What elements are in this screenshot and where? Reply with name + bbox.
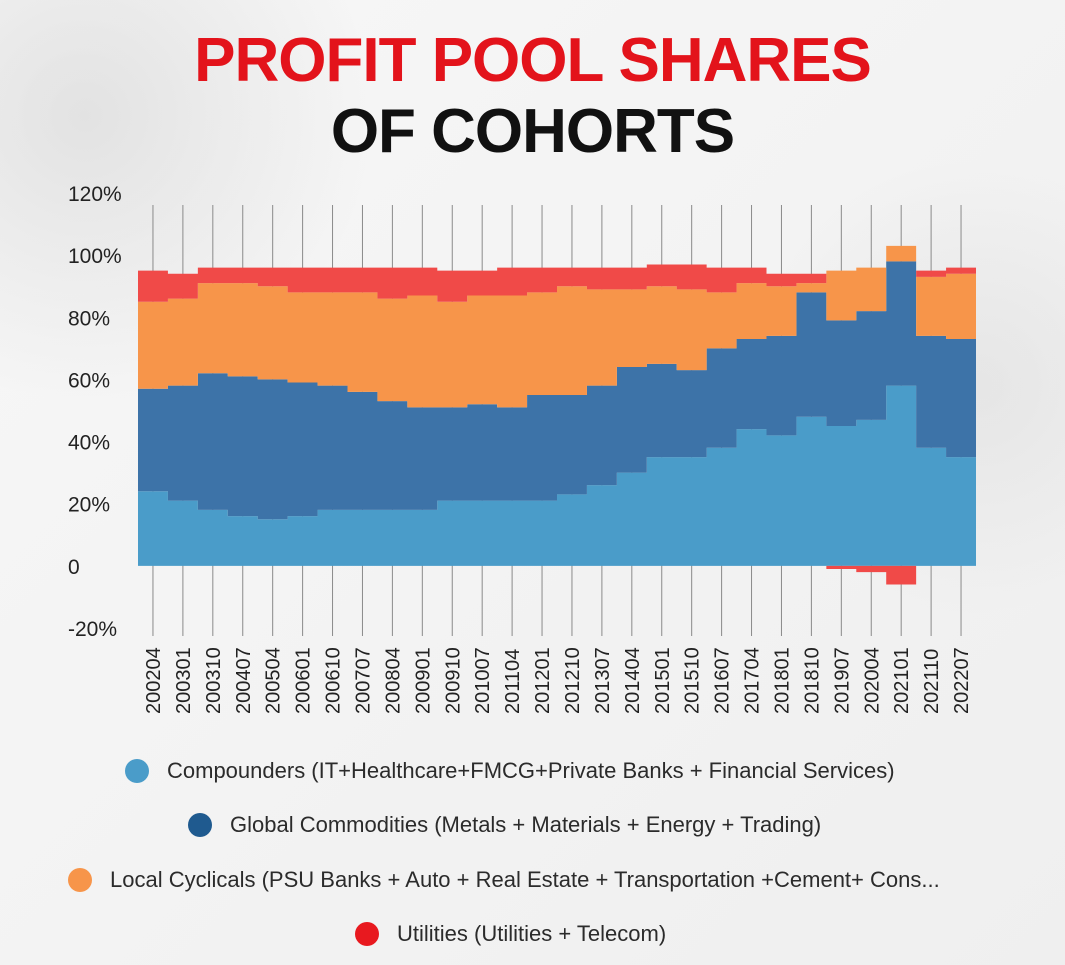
y-tick-label: 20%: [68, 494, 110, 517]
x-tick-label: 201104: [502, 649, 524, 714]
y-tick-label: 100%: [68, 245, 122, 268]
x-tick-label: 200910: [442, 647, 464, 714]
legend-label-cyclicals: Local Cyclicals (PSU Banks + Auto + Real…: [110, 867, 940, 892]
y-tick-label: 40%: [68, 432, 110, 455]
legend-item-cyclicals: Local Cyclicals (PSU Banks + Auto + Real…: [68, 867, 940, 893]
y-tick-label: 60%: [68, 369, 110, 392]
x-tick-label: 201201: [532, 647, 554, 714]
x-tick-label: 200601: [293, 647, 315, 714]
legend-label-utilities: Utilities (Utilities + Telecom): [397, 921, 667, 946]
y-tick-label: 0: [68, 556, 80, 579]
y-tick-label: -20%: [68, 618, 117, 641]
legend-item-commodities: Global Commodities (Metals + Materials +…: [188, 812, 821, 838]
x-tick-label: 202004: [861, 647, 883, 714]
legend-dot-compounders: [125, 759, 149, 783]
x-tick-label: 200204: [143, 647, 165, 714]
area-series-3: [138, 245, 976, 302]
area-series-1: [138, 261, 976, 520]
y-tick-label: 80%: [68, 307, 110, 330]
x-tick-label: 201607: [712, 647, 734, 714]
x-tick-label: 201801: [771, 647, 793, 714]
x-tick-label: 202207: [951, 647, 973, 714]
x-tick-label: 200610: [323, 647, 345, 714]
legend-dot-utilities: [355, 922, 379, 946]
x-tick-label: 200310: [203, 647, 225, 714]
x-tick-label: 201501: [652, 647, 674, 714]
x-tick-label: 201510: [682, 647, 704, 714]
legend-item-compounders: Compounders (IT+Healthcare+FMCG+Private …: [125, 758, 895, 784]
x-tick-label: 202101: [891, 647, 913, 714]
x-tick-label: 202110: [921, 649, 943, 714]
x-tick-label: 200804: [382, 647, 404, 714]
x-tick-label: 201810: [801, 647, 823, 714]
area-series-3-negative: [826, 565, 917, 585]
legend-dot-commodities: [188, 813, 212, 837]
x-tick-label: 201307: [592, 647, 614, 714]
x-tick-label: 201907: [831, 647, 853, 714]
legend-dot-cyclicals: [68, 868, 92, 892]
x-tick-label: 200901: [412, 647, 434, 714]
x-tick-label: 200301: [173, 647, 195, 714]
legend-label-compounders: Compounders (IT+Healthcare+FMCG+Private …: [167, 758, 895, 783]
x-tick-label: 200504: [263, 647, 285, 714]
x-tick-label: 201210: [562, 647, 584, 714]
chart-title-line-2: OF COHORTS: [330, 97, 735, 166]
y-tick-label: 120%: [68, 183, 122, 206]
x-tick-label: 200707: [352, 647, 374, 714]
profit-pool-chart: -20% 0 20% 40% 60% 80% 100% 120% 200204 200301 200…: [68, 183, 976, 714]
x-tick-label: 201704: [742, 647, 764, 714]
legend-item-utilities: Utilities (Utilities + Telecom): [355, 921, 666, 947]
x-tick-label: 201007: [472, 647, 494, 714]
x-tick-label: 200407: [233, 647, 255, 714]
legend-label-commodities: Global Commodities (Metals + Materials +…: [230, 812, 822, 837]
x-tick-label: 201404: [622, 647, 644, 714]
chart-title-line-1: PROFIT POOL SHARES: [194, 26, 872, 95]
